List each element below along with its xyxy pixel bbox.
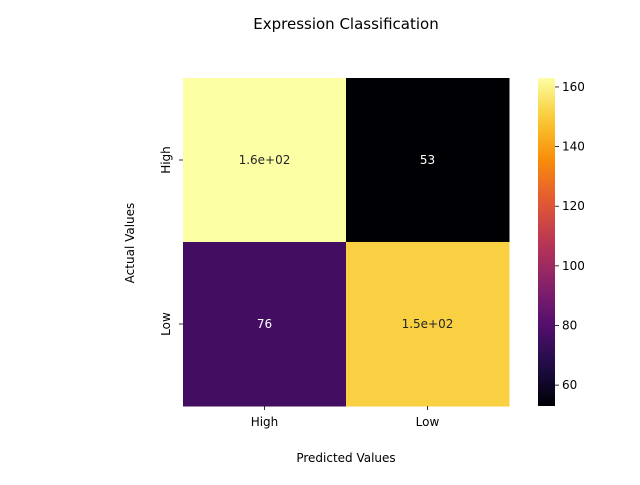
cell-value-label: 1.6e+02 [239, 153, 291, 167]
colorbar-tick-label: 80 [562, 318, 577, 332]
colorbar: 60 80 100 120 140 160 [538, 78, 585, 406]
heatmap-cell [183, 242, 347, 407]
colorbar-tick-label: 160 [562, 80, 585, 94]
x-tick-label: High [251, 415, 279, 429]
cell-value-label: 1.5e+02 [402, 317, 454, 331]
y-axis: High Low [159, 146, 183, 336]
y-axis-label: Actual Values [123, 203, 137, 284]
heatmap-cell [346, 242, 510, 407]
colorbar-tick-label: 120 [562, 199, 585, 213]
heatmap-cell [183, 78, 347, 243]
x-axis: High Low [251, 406, 440, 429]
colorbar-gradient [538, 78, 555, 406]
heatmap-cells [183, 78, 510, 407]
y-tick-label: Low [159, 312, 173, 336]
heatmap-cell [346, 78, 510, 243]
cell-labels: 1.6e+02 53 76 1.5e+02 [239, 153, 454, 331]
x-axis-label: Predicted Values [296, 451, 395, 465]
colorbar-tick-label: 60 [562, 378, 577, 392]
chart-title: Expression Classification [253, 15, 438, 33]
y-tick-label: High [159, 146, 173, 174]
cell-value-label: 53 [420, 153, 435, 167]
colorbar-tick-label: 140 [562, 140, 585, 154]
x-tick-label: Low [416, 415, 440, 429]
colorbar-tick-label: 100 [562, 259, 585, 273]
cell-value-label: 76 [257, 317, 272, 331]
